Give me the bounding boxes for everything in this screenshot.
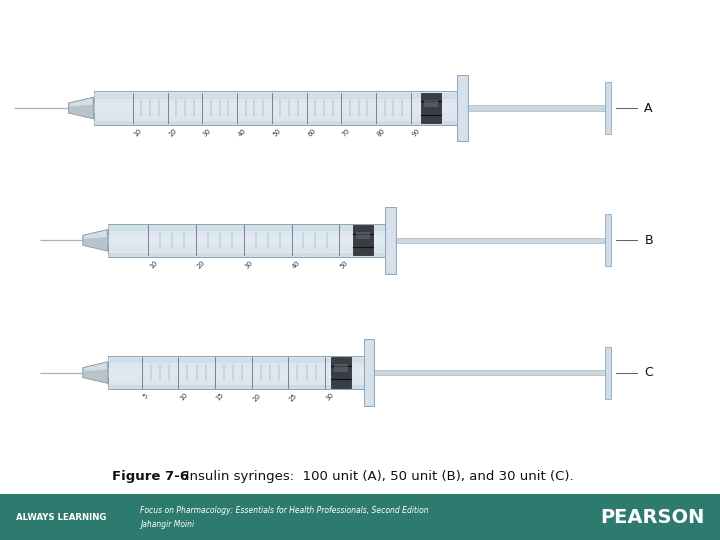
Text: C: C: [644, 366, 653, 379]
Bar: [605, 214, 611, 266]
Bar: [94, 103, 457, 113]
Text: 50: 50: [339, 260, 349, 270]
Text: 40: 40: [237, 127, 247, 138]
Text: ALWAYS LEARNING: ALWAYS LEARNING: [16, 513, 107, 522]
Bar: [108, 385, 364, 389]
Text: Insulin syringes:  100 unit (A), 50 unit (B), and 30 unit (C).: Insulin syringes: 100 unit (A), 50 unit …: [173, 470, 573, 483]
Bar: [94, 120, 457, 125]
Text: 20: 20: [251, 392, 262, 402]
Bar: [334, 364, 348, 372]
Bar: [331, 357, 351, 388]
Text: 10: 10: [132, 127, 143, 138]
Bar: [94, 91, 457, 125]
Bar: [605, 347, 611, 399]
Bar: [94, 93, 457, 99]
Bar: [108, 357, 364, 363]
Bar: [108, 224, 385, 257]
Polygon shape: [84, 363, 107, 371]
Text: 5: 5: [142, 392, 149, 399]
Text: 30: 30: [244, 260, 254, 270]
Text: 10: 10: [148, 260, 158, 270]
Text: PEARSON: PEARSON: [600, 508, 704, 527]
Text: 90: 90: [410, 127, 421, 138]
Polygon shape: [70, 98, 92, 106]
Bar: [365, 341, 373, 404]
Text: 30: 30: [325, 392, 335, 402]
Text: 10: 10: [179, 392, 189, 402]
Bar: [421, 93, 441, 123]
Text: 25: 25: [288, 392, 299, 402]
Text: A: A: [644, 102, 653, 114]
Text: 20: 20: [168, 127, 178, 138]
Text: 60: 60: [307, 127, 317, 138]
Bar: [108, 235, 385, 245]
Text: 40: 40: [292, 260, 302, 270]
Bar: [108, 368, 364, 377]
Bar: [605, 82, 611, 134]
Polygon shape: [83, 230, 108, 251]
Bar: [108, 225, 385, 231]
Text: B: B: [644, 234, 653, 247]
Text: 50: 50: [271, 127, 282, 138]
Polygon shape: [68, 97, 94, 119]
Bar: [364, 339, 374, 406]
Bar: [353, 225, 373, 255]
Text: 20: 20: [196, 260, 207, 270]
Bar: [0, 494, 720, 540]
Text: Figure 7-6: Figure 7-6: [112, 470, 189, 483]
Bar: [108, 253, 385, 257]
Bar: [468, 105, 605, 111]
Bar: [108, 356, 364, 389]
Text: 30: 30: [202, 127, 212, 138]
Bar: [374, 370, 605, 375]
Bar: [387, 208, 395, 272]
Text: Focus on Pharmacology: Essentials for Health Professionals, Second Edition: Focus on Pharmacology: Essentials for He…: [140, 507, 429, 515]
Bar: [457, 75, 468, 141]
Bar: [459, 76, 467, 140]
Bar: [396, 238, 605, 243]
Bar: [356, 232, 370, 239]
Text: Jahangir Moini: Jahangir Moini: [140, 521, 194, 529]
Polygon shape: [84, 231, 107, 239]
Bar: [385, 207, 396, 274]
Text: 15: 15: [215, 392, 225, 402]
Text: 80: 80: [376, 127, 386, 138]
Text: 70: 70: [341, 127, 351, 138]
Bar: [424, 99, 438, 107]
Polygon shape: [83, 362, 108, 383]
